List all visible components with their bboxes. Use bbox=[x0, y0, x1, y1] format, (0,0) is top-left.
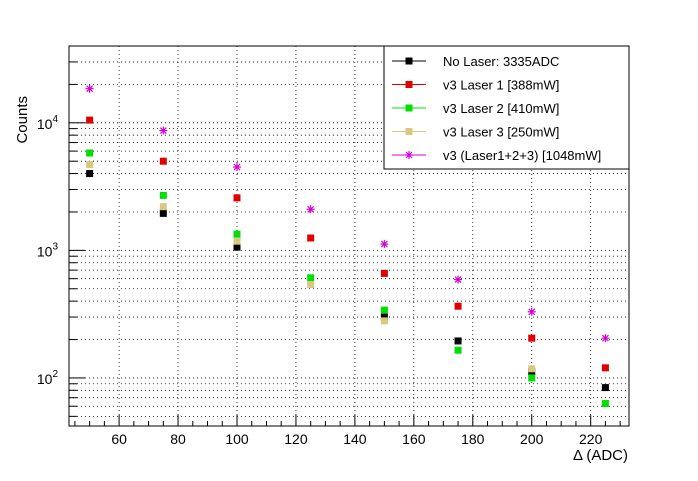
data-point bbox=[528, 334, 536, 342]
legend-marker bbox=[405, 151, 413, 159]
legend-marker bbox=[405, 57, 413, 65]
axis-ticks bbox=[69, 45, 621, 426]
data-point bbox=[454, 346, 462, 354]
data-point bbox=[528, 365, 536, 373]
legend-label: v3 (Laser1+2+3) [1048mW] bbox=[443, 148, 601, 163]
data-point bbox=[454, 302, 462, 310]
y-tick-label: 103 bbox=[37, 241, 59, 259]
data-point bbox=[86, 161, 94, 169]
data-point bbox=[306, 205, 315, 214]
x-tick-label: 160 bbox=[402, 431, 426, 447]
legend-entry: v3 Laser 2 [410mW] bbox=[392, 101, 559, 116]
x-tick-label: 100 bbox=[225, 431, 249, 447]
x-tick-label: 80 bbox=[170, 431, 186, 447]
data-point bbox=[159, 126, 168, 135]
data-point bbox=[380, 240, 389, 249]
data-point bbox=[380, 313, 388, 321]
legend-marker bbox=[405, 104, 413, 112]
data-point bbox=[233, 194, 241, 202]
data-point bbox=[86, 170, 94, 178]
data-point bbox=[85, 84, 94, 93]
data-point bbox=[601, 364, 609, 372]
data-point bbox=[233, 243, 241, 251]
grid bbox=[69, 45, 629, 426]
data-point bbox=[233, 230, 241, 238]
series-3 bbox=[86, 149, 609, 408]
data-point bbox=[454, 337, 462, 345]
legend-marker bbox=[405, 81, 413, 88]
data-point bbox=[380, 317, 388, 325]
data-point bbox=[601, 400, 609, 408]
data-point bbox=[86, 116, 94, 124]
x-axis-label: Δ (ADC) bbox=[573, 447, 628, 464]
data-point bbox=[380, 269, 388, 277]
data-point bbox=[454, 275, 463, 284]
data-point bbox=[528, 374, 536, 382]
legend-entry: No Laser: 3335ADC bbox=[392, 54, 559, 69]
y-tick-label: 104 bbox=[37, 114, 59, 132]
x-tick-labels: 60 80 100 120 140 160 180 200 220 bbox=[111, 431, 602, 447]
legend-entry: v3 Laser 3 [250mW] bbox=[392, 125, 559, 140]
legend-entry: v3 (Laser1+2+3) [1048mW] bbox=[392, 148, 601, 163]
data-point bbox=[159, 203, 167, 211]
data-point bbox=[159, 209, 167, 217]
legend-label: v3 Laser 3 [250mW] bbox=[443, 125, 559, 140]
data-point bbox=[86, 149, 94, 157]
legend-label: No Laser: 3335ADC bbox=[443, 54, 559, 69]
data-point bbox=[601, 334, 610, 343]
data-point bbox=[159, 191, 167, 199]
data-point bbox=[527, 307, 536, 316]
data-point bbox=[380, 306, 388, 314]
x-tick-label: 220 bbox=[579, 431, 603, 447]
x-tick-label: 140 bbox=[343, 431, 367, 447]
x-tick-label: 200 bbox=[520, 431, 544, 447]
legend-label: v3 Laser 2 [410mW] bbox=[443, 101, 559, 116]
data-point bbox=[307, 234, 315, 242]
series-5 bbox=[85, 84, 610, 343]
y-tick-label: 102 bbox=[37, 369, 59, 387]
y-tick-labels: 102 103 104 bbox=[37, 114, 59, 387]
x-tick-label: 180 bbox=[461, 431, 485, 447]
series-4 bbox=[86, 161, 536, 373]
plot-frame bbox=[68, 45, 630, 427]
y-axis-label: Counts bbox=[14, 96, 31, 144]
legend-entry: v3 Laser 1 [388mW] bbox=[392, 78, 559, 93]
x-tick-label: 60 bbox=[111, 431, 127, 447]
data-points bbox=[85, 84, 610, 408]
series-2 bbox=[86, 116, 609, 372]
data-point bbox=[601, 384, 609, 392]
data-point bbox=[307, 281, 315, 289]
legend-label: v3 Laser 1 [388mW] bbox=[443, 78, 559, 93]
data-point bbox=[233, 163, 241, 172]
data-point bbox=[159, 157, 167, 165]
legend: No Laser: 3335ADC v3 Laser 1 [388mW] v3 La… bbox=[383, 45, 630, 170]
data-point bbox=[307, 274, 315, 282]
data-point bbox=[233, 237, 241, 245]
x-tick-label: 120 bbox=[284, 431, 308, 447]
legend-marker bbox=[405, 128, 413, 135]
